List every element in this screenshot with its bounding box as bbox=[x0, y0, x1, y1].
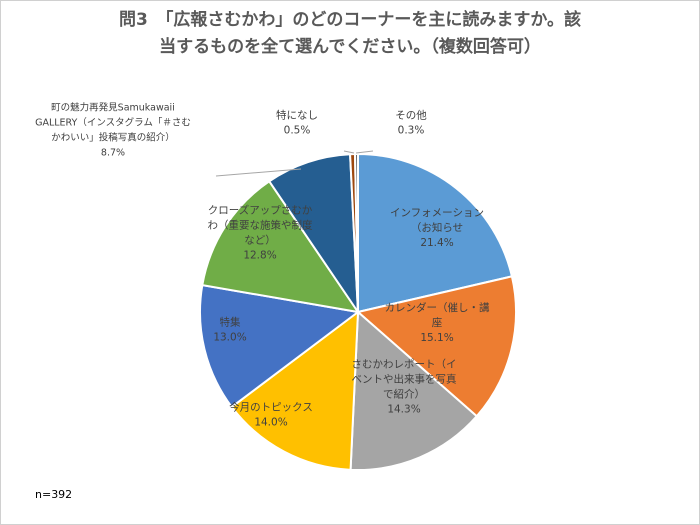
data-label-text: インフォメーション bbox=[390, 207, 484, 219]
data-label-3: さむかわレポート（イベントや出来事を写真で紹介） 14.3% bbox=[352, 359, 457, 416]
data-label-text: 特集 bbox=[220, 316, 241, 329]
data-label-6: クローズアップさむかわ（重要な施策や制度など） 12.8% bbox=[208, 204, 313, 262]
data-label-text: など） bbox=[244, 235, 276, 247]
data-label-text: で紹介） bbox=[383, 388, 425, 401]
pie-slice-5 bbox=[199, 283, 361, 409]
chart-title-line-2: 当するものを全て選んでください。（複数回答可） bbox=[159, 37, 541, 57]
data-label-value: 15.1% bbox=[420, 332, 453, 344]
chart-title: 問3 「広報さむかわ」のどのコーナーを主に読みますか。該 当するものを全て選んで… bbox=[1, 7, 699, 61]
sample-size-label: n=392 bbox=[35, 488, 73, 501]
data-labels: インフォメーション （お知らせ 21.4% カレンダー（催し・講座 15.1% さむかわレ… bbox=[35, 102, 490, 429]
data-label-value: 0.3% bbox=[398, 125, 425, 137]
data-label-9: その他 0.3% bbox=[395, 109, 427, 137]
data-label-text: さむかわレポート（イ bbox=[352, 359, 457, 371]
data-label-value: 12.8% bbox=[243, 250, 276, 262]
pie-slice-2 bbox=[355, 275, 517, 418]
data-label-text: GALLERY（インスタグラム「＃さむ bbox=[35, 117, 191, 129]
data-label-value: 8.7% bbox=[101, 148, 125, 159]
data-label-text: その他 bbox=[395, 109, 427, 122]
data-label-text: ベントや出来事を写真 bbox=[352, 373, 457, 386]
chart-title-line-1: 問3 「広報さむかわ」のどのコーナーを主に読みますか。該 bbox=[119, 10, 581, 30]
data-label-7: 町の魅力再発見Samukawaii GALLERY（インスタグラム「＃さむかわいい… bbox=[35, 102, 191, 159]
data-label-2: カレンダー（催し・講座 15.1% bbox=[385, 301, 490, 344]
pie-slice-6 bbox=[201, 179, 361, 314]
pie-slice-4 bbox=[230, 309, 360, 471]
pie-slice-1 bbox=[357, 152, 514, 314]
data-label-value: 0.5% bbox=[284, 125, 311, 137]
pie-slice-9 bbox=[354, 152, 359, 313]
data-label-text: かわいい」投稿写真の紹介） bbox=[51, 132, 175, 144]
data-label-text: クローズアップさむか bbox=[208, 204, 313, 217]
data-label-value: 21.4% bbox=[420, 237, 453, 249]
data-label-text: 町の魅力再発見Samukawaii bbox=[51, 102, 175, 114]
leader-line-9 bbox=[355, 150, 374, 154]
data-label-8: 特になし 0.5% bbox=[276, 110, 318, 137]
pie-slice-3 bbox=[349, 309, 479, 471]
leader-line-7 bbox=[215, 168, 302, 177]
data-label-1: インフォメーション （お知らせ 21.4% bbox=[390, 207, 484, 249]
data-label-text: わ（重要な施策や制度 bbox=[208, 219, 313, 232]
data-label-text: 座 bbox=[432, 316, 443, 329]
data-label-4: 今月のトピックス 14.0% bbox=[229, 401, 313, 429]
data-label-5: 特集 13.0% bbox=[213, 316, 246, 344]
data-label-text: 特になし bbox=[276, 110, 318, 122]
data-label-text: カレンダー（催し・講 bbox=[385, 301, 490, 314]
data-label-value: 13.0% bbox=[213, 332, 246, 344]
pie-slices bbox=[199, 152, 517, 471]
data-label-value: 14.0% bbox=[254, 417, 287, 429]
pie-slice-7 bbox=[267, 153, 360, 316]
leader-line-8 bbox=[343, 150, 355, 154]
data-label-value: 14.3% bbox=[387, 404, 420, 416]
data-label-text: （お知らせ bbox=[411, 221, 463, 234]
leader-lines bbox=[215, 150, 374, 177]
data-label-text: 今月のトピックス bbox=[229, 401, 313, 414]
